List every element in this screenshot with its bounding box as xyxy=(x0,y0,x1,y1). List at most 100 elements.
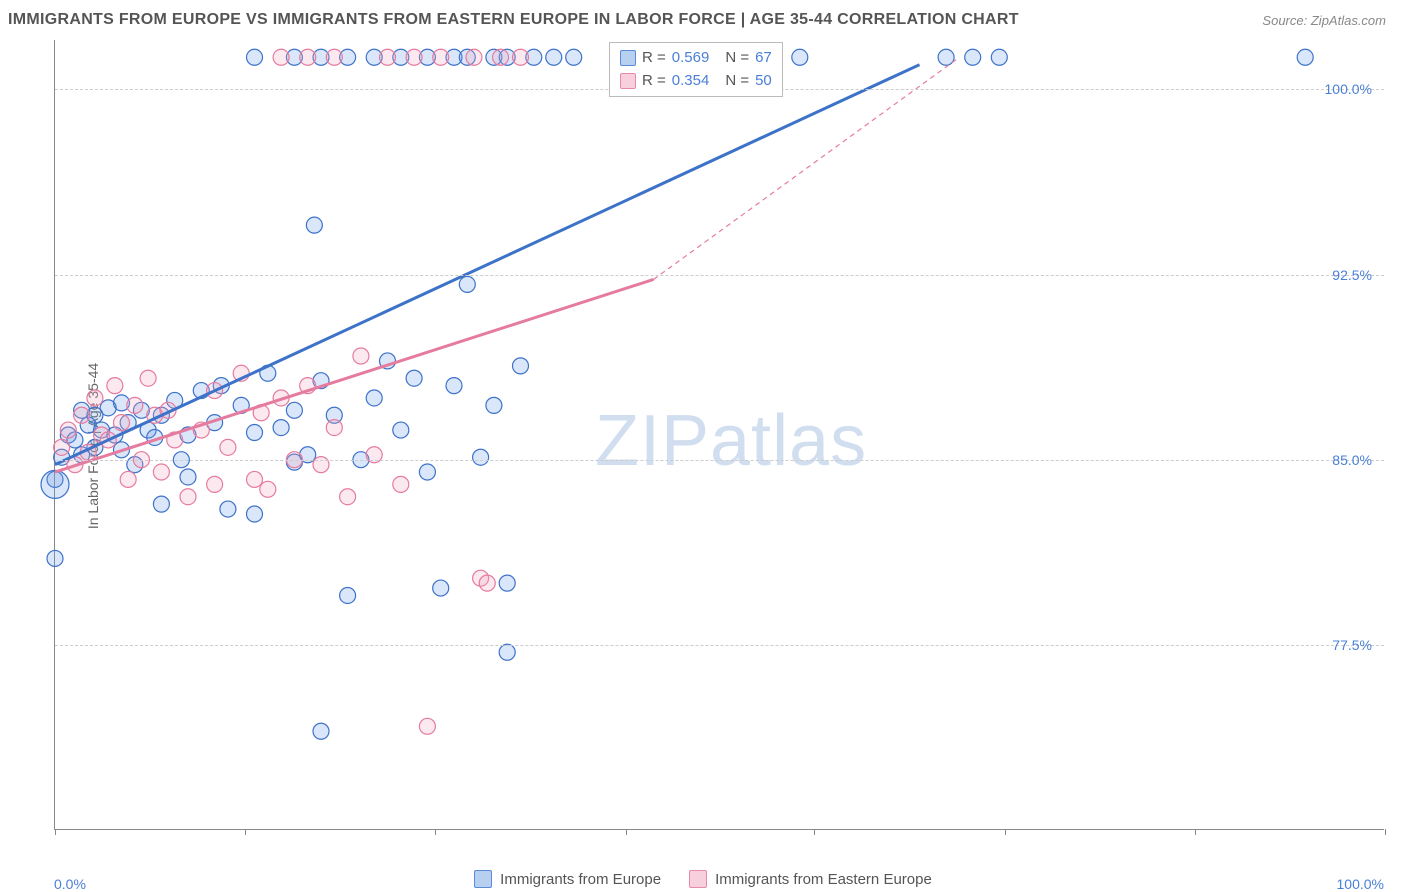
data-point xyxy=(991,49,1007,65)
data-point xyxy=(87,390,103,406)
data-point xyxy=(313,723,329,739)
data-point xyxy=(433,580,449,596)
chart-svg xyxy=(55,40,1384,829)
correlation-row: R = 0.354 N = 50 xyxy=(620,70,772,93)
legend-bottom: Immigrants from Europe Immigrants from Ea… xyxy=(0,870,1406,888)
data-point xyxy=(466,49,482,65)
data-point xyxy=(1297,49,1313,65)
data-point xyxy=(513,358,529,374)
source-label: Source: xyxy=(1262,13,1307,28)
data-point xyxy=(107,378,123,394)
data-point xyxy=(260,481,276,497)
data-point xyxy=(220,501,236,517)
data-point xyxy=(566,49,582,65)
legend-item: Immigrants from Eastern Europe xyxy=(689,870,932,888)
y-tick-label: 92.5% xyxy=(1332,267,1372,283)
legend-swatch xyxy=(620,50,636,66)
data-point xyxy=(340,489,356,505)
data-point xyxy=(366,390,382,406)
x-tick xyxy=(245,829,246,835)
data-point xyxy=(479,575,495,591)
data-point xyxy=(74,407,90,423)
data-point xyxy=(380,49,396,65)
data-point xyxy=(286,402,302,418)
x-tick xyxy=(1195,829,1196,835)
data-point xyxy=(247,471,263,487)
legend-item: Immigrants from Europe xyxy=(474,870,661,888)
data-point xyxy=(180,489,196,505)
corr-n-label: N = xyxy=(725,70,749,93)
data-point xyxy=(326,420,342,436)
data-point xyxy=(353,348,369,364)
data-point xyxy=(120,471,136,487)
legend-swatch xyxy=(620,73,636,89)
data-point xyxy=(47,550,63,566)
data-point xyxy=(140,370,156,386)
gridline xyxy=(55,645,1384,646)
data-point xyxy=(486,397,502,413)
data-point xyxy=(114,415,130,431)
data-point xyxy=(446,378,462,394)
data-point xyxy=(60,422,76,438)
data-point xyxy=(459,276,475,292)
data-point xyxy=(792,49,808,65)
data-point xyxy=(273,420,289,436)
legend-swatch xyxy=(474,870,492,888)
data-point xyxy=(153,464,169,480)
gridline xyxy=(55,460,1384,461)
x-tick xyxy=(626,829,627,835)
data-point xyxy=(473,449,489,465)
x-tick-label-min: 0.0% xyxy=(54,876,86,892)
x-tick-label-max: 100.0% xyxy=(1337,876,1384,892)
data-point xyxy=(54,439,70,455)
data-point xyxy=(340,587,356,603)
chart-header: IMMIGRANTS FROM EUROPE VS IMMIGRANTS FRO… xyxy=(0,0,1406,40)
data-point xyxy=(546,49,562,65)
data-point xyxy=(938,49,954,65)
correlation-row: R = 0.569 N = 67 xyxy=(620,47,772,70)
data-point xyxy=(965,49,981,65)
corr-n-value: 67 xyxy=(755,47,772,70)
data-point xyxy=(393,422,409,438)
legend-swatch xyxy=(689,870,707,888)
data-point xyxy=(433,49,449,65)
data-point xyxy=(406,370,422,386)
data-point xyxy=(247,49,263,65)
corr-r-value: 0.354 xyxy=(672,70,710,93)
chart-title: IMMIGRANTS FROM EUROPE VS IMMIGRANTS FRO… xyxy=(8,11,1019,29)
x-tick xyxy=(814,829,815,835)
chart-source: Source: ZipAtlas.com xyxy=(1262,13,1386,28)
data-point xyxy=(499,575,515,591)
corr-n-label: N = xyxy=(725,47,749,70)
x-tick xyxy=(55,829,56,835)
data-point xyxy=(153,496,169,512)
data-point xyxy=(419,464,435,480)
legend-label: Immigrants from Eastern Europe xyxy=(715,871,932,888)
y-tick-label: 77.5% xyxy=(1332,637,1372,653)
x-tick xyxy=(435,829,436,835)
data-point-large xyxy=(41,470,69,498)
corr-r-label: R = xyxy=(642,70,666,93)
gridline xyxy=(55,275,1384,276)
data-point xyxy=(300,49,316,65)
data-point xyxy=(326,49,342,65)
data-point xyxy=(273,49,289,65)
data-point xyxy=(220,439,236,455)
x-tick xyxy=(1385,829,1386,835)
legend-label: Immigrants from Europe xyxy=(500,871,661,888)
data-point xyxy=(513,49,529,65)
source-value: ZipAtlas.com xyxy=(1311,13,1386,28)
data-point xyxy=(180,469,196,485)
y-tick-label: 85.0% xyxy=(1332,452,1372,468)
plot-area: ZIPatlas 77.5%85.0%92.5%100.0% xyxy=(54,40,1384,830)
corr-r-value: 0.569 xyxy=(672,47,710,70)
corr-r-label: R = xyxy=(642,47,666,70)
corr-n-value: 50 xyxy=(755,70,772,93)
correlation-box: R = 0.569 N = 67 R = 0.354 N = 50 xyxy=(609,42,783,97)
data-point xyxy=(493,49,509,65)
data-point xyxy=(306,217,322,233)
data-point xyxy=(406,49,422,65)
x-tick xyxy=(1005,829,1006,835)
data-point xyxy=(207,476,223,492)
y-tick-label: 100.0% xyxy=(1325,81,1372,97)
